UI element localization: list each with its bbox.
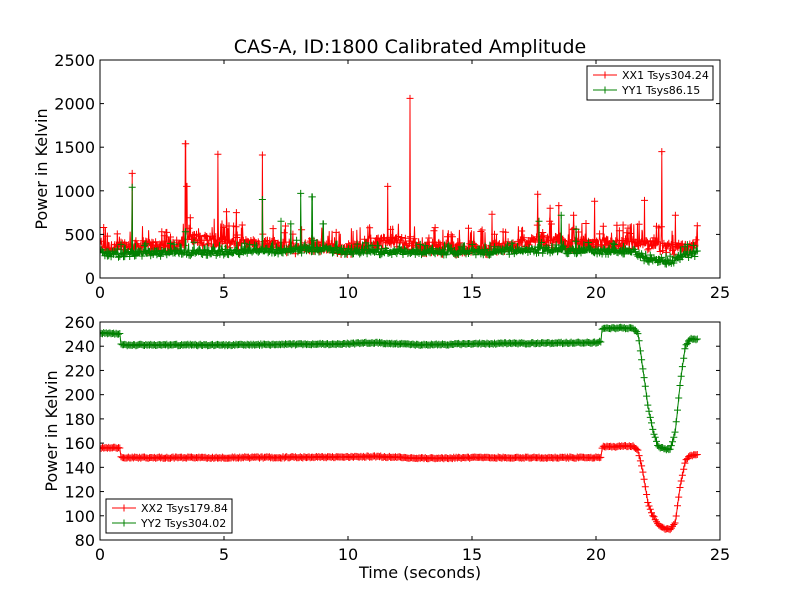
legend-box [586,65,714,101]
y-tick-label: 200 [64,386,95,405]
x-tick-label: 5 [219,283,229,302]
legend: XX2 Tsys179.84 YY2 Tsys304.02 [105,498,233,534]
y-tick-label: 220 [64,361,95,380]
legend-label: XX1 Tsys304.24 [622,69,709,82]
y-tick-label: 2000 [54,95,95,114]
legend-marker [120,519,128,527]
y-tick-label: 240 [64,337,95,356]
axes-frame [99,59,721,279]
x-tick-label: 10 [338,283,358,302]
top-panel: 0 5 10 15 20 25 0 500 1000 1500 2000 2500 Power in K… [32,51,730,302]
legend-label: YY2 Tsys304.02 [140,517,226,530]
x-tick-label: 5 [219,545,229,564]
y-tick-label: 1000 [54,182,95,201]
y-tick-label: 260 [64,313,95,332]
series-1-line [100,442,701,534]
x-tick-label: 20 [586,283,606,302]
y-tick-label: 120 [64,483,95,502]
x-tick-label: 0 [95,283,105,302]
bottom-panel: 0 5 10 15 20 25 80 100 120 140 160 180 200 220 240 260 P… [42,313,730,582]
x-tick-label: 15 [462,545,482,564]
x-tick-label: 0 [95,545,105,564]
x-tick-label: 25 [710,283,730,302]
legend: XX1 Tsys304.24 YY1 Tsys86.15 [586,65,714,101]
legend-label: XX2 Tsys179.84 [141,502,228,515]
y-tick-label: 1500 [54,138,95,157]
y-tick-label: 80 [75,531,95,550]
y-axis-label: Power in Kelvin [42,370,61,491]
legend-box [105,498,233,534]
legend-marker [601,71,609,79]
y-tick-label: 0 [85,269,95,288]
axes-frame [99,321,721,541]
y-tick-label: 140 [64,458,95,477]
series-1-markers [100,442,701,534]
x-tick-label: 10 [338,545,358,564]
chart-title: CAS-A, ID:1800 Calibrated Amplitude [234,36,586,58]
legend-label: YY1 Tsys86.15 [621,84,700,97]
series-2-line [100,183,701,268]
y-tick-label: 160 [64,434,95,453]
series-2-markers [100,323,701,454]
y-tick-label: 180 [64,410,95,429]
x-tick-label: 15 [462,283,482,302]
series-2-line [100,323,701,454]
x-axis-label: Time (seconds) [358,563,481,582]
y-tick-label: 2500 [54,51,95,70]
x-tick-label: 25 [710,545,730,564]
series-2-markers [100,183,701,268]
legend-marker [601,86,609,94]
y-tick-label: 500 [64,225,95,244]
legend-marker [120,504,128,512]
y-axis-label: Power in Kelvin [32,108,51,229]
x-tick-label: 20 [586,545,606,564]
y-tick-label: 100 [64,507,95,526]
